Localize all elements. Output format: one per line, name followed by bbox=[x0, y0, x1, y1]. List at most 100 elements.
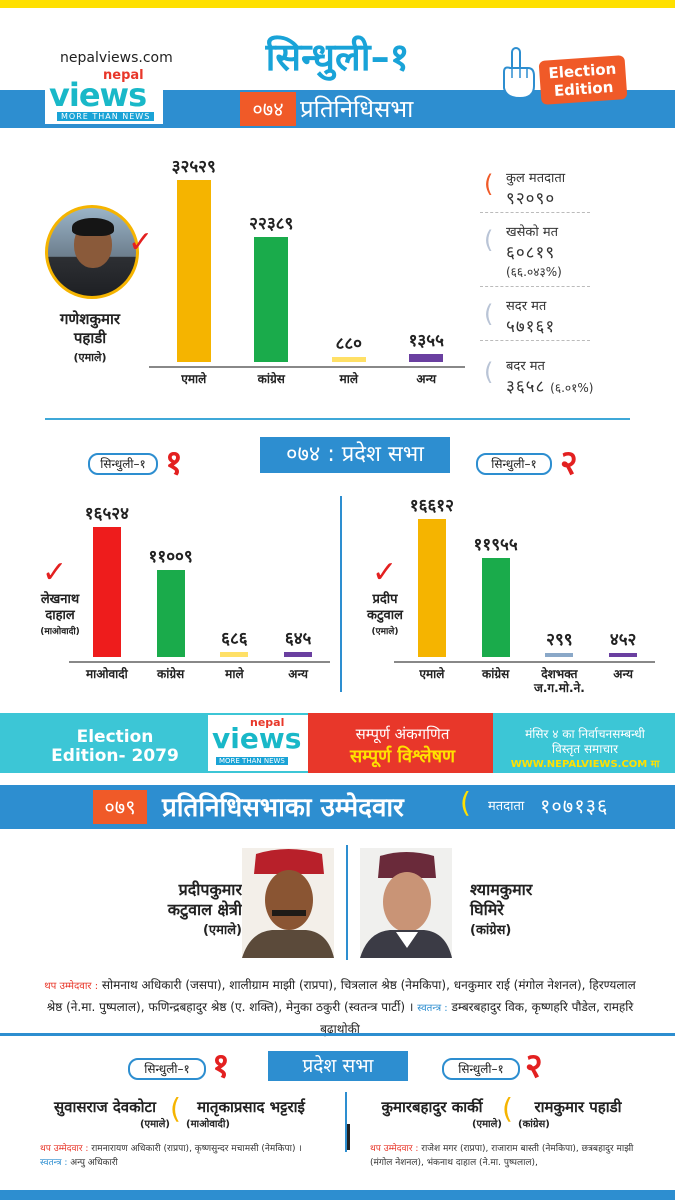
winner-check-icon: ✓ bbox=[42, 555, 68, 590]
chart-value-label: १६५२४ bbox=[84, 504, 129, 524]
province-2074-right-chart: १६६१२ एमाले ११९५५ कांग्रेस २९९ देशभक्त ज.ग.मो… bbox=[394, 495, 655, 705]
chart-value-label: ३२५२९ bbox=[171, 157, 216, 177]
year-badge-2074: ०७४ bbox=[240, 92, 296, 126]
district-pill-left: सिन्धुली–१ bbox=[128, 1058, 206, 1080]
constituency-number-right: २ bbox=[560, 443, 578, 483]
stat-value: ५७१६१ bbox=[506, 317, 556, 337]
stat-sub: (६.०१%) bbox=[550, 381, 594, 395]
banner-news-line2: विस्तृत समाचार bbox=[552, 742, 618, 756]
stat-divider bbox=[480, 340, 590, 341]
page-title: सिन्धुली–१ bbox=[265, 35, 410, 79]
winner-line2: दाहाल bbox=[45, 608, 75, 623]
hor-2074-bar-chart: ३२५२९ एमाले २२३८९ कांग्रेस ८८० माले १३५५ अन्य bbox=[149, 150, 465, 400]
candidate-name: कुमारबहादुर कार्की bbox=[381, 1098, 483, 1116]
chart-value-label: ६८६ bbox=[221, 628, 248, 649]
chart-bar bbox=[176, 180, 211, 362]
chart-bar bbox=[409, 354, 444, 362]
vertical-separator bbox=[340, 496, 342, 692]
stat-bracket-icon-2: ( bbox=[484, 226, 494, 254]
promo-banner[interactable] bbox=[0, 713, 675, 773]
chart-category-label: माले bbox=[339, 372, 358, 386]
chart-value-label: ४५२ bbox=[609, 630, 637, 650]
province-left-winner: लेखनाथ दाहाल (माओवादी) bbox=[20, 592, 100, 637]
prov-left-candidate-2: मातृकाप्रसाद भट्टराई (माओवादी) bbox=[186, 1098, 316, 1130]
chart-category-label: कांग्रेस bbox=[157, 667, 185, 681]
winner-party: (एमाले) bbox=[73, 351, 107, 364]
winner-name-line1: गणेशकुमार bbox=[59, 310, 120, 328]
stat-sub: (६६.०४३%) bbox=[506, 265, 562, 279]
chart-axis-line bbox=[149, 366, 465, 368]
stat-divider bbox=[480, 286, 590, 287]
chart-value-label: २२३८९ bbox=[249, 213, 294, 234]
candidate-name: सुवासराज देवकोटा bbox=[53, 1098, 157, 1116]
others-label: थप उम्मेदवार : bbox=[44, 981, 99, 992]
banner-red-panel bbox=[308, 713, 493, 773]
chart-category-label: अन्य bbox=[613, 667, 633, 681]
other-candidates: थप उम्मेदवार : सोमनाथ अधिकारी (जसपा), शा… bbox=[40, 975, 640, 1039]
avatar-hair bbox=[72, 218, 114, 236]
candidate-right-line1: श्यामकुमार bbox=[470, 880, 533, 899]
others-label: थप उम्मेदवार : bbox=[40, 1144, 89, 1154]
chart-value-label: १६६१२ bbox=[409, 496, 454, 516]
chart-category-label: माले bbox=[225, 667, 244, 681]
candidate-party: (एमाले) bbox=[471, 1119, 502, 1130]
chart-bar bbox=[156, 570, 185, 657]
logo-views-text: views bbox=[49, 76, 147, 114]
stat-votes-cast: खसेको मत ६०८१९ (६६.०४३%) bbox=[506, 222, 636, 280]
logo-tagline: MORE THAN NEWS bbox=[216, 757, 288, 765]
winner-line2: कटुवाल bbox=[367, 608, 403, 623]
chart-category-label: एमाले bbox=[181, 372, 207, 386]
chart-value-label: ८८० bbox=[335, 334, 363, 355]
banner-analysis-line1: सम्पूर्ण अंकगणित bbox=[355, 725, 450, 743]
chart-category-label: एमाले bbox=[419, 667, 445, 681]
winner-line1: प्रदीप bbox=[372, 592, 398, 607]
candidate-right-photo bbox=[360, 848, 452, 958]
logo-nepal-text: nepal bbox=[250, 716, 285, 729]
constituency-number-left: १ bbox=[212, 1046, 230, 1086]
chart-bar bbox=[254, 236, 289, 362]
constituency-number-left: १ bbox=[165, 443, 183, 483]
nepalviews-logo[interactable]: nepal views MORE THAN NEWS bbox=[45, 68, 163, 124]
candidate-party: (माओवादी) bbox=[186, 1119, 230, 1130]
chart-bar bbox=[331, 357, 366, 362]
banner-analysis-line2: सम्पूर्ण विश्लेषण bbox=[349, 746, 456, 767]
chart-category-label: कांग्रेस bbox=[257, 372, 285, 386]
logo-tagline: MORE THAN NEWS bbox=[57, 112, 155, 121]
candidate-party: (एमाले) bbox=[139, 1119, 170, 1130]
bracket-icon: ( bbox=[460, 786, 471, 819]
chart-category-label: देशभक्त ज.ग.मो.ने. bbox=[533, 667, 585, 695]
banner-nepalviews-logo[interactable]: nepal views MORE THAN NEWS bbox=[210, 716, 306, 768]
stat-total-voters: कुल मतदाता ९२०९० bbox=[506, 168, 636, 209]
others-label: थप उम्मेदवार : bbox=[370, 1144, 419, 1154]
banner-news-line1: मंसिर ४ का निर्वाचनसम्बन्धी bbox=[525, 727, 645, 741]
bracket-icon: ( bbox=[170, 1092, 181, 1125]
province-right-winner: प्रदीप कटुवाल (एमाले) bbox=[350, 592, 420, 637]
winner-check-icon: ✓ bbox=[128, 225, 154, 260]
stat-value: ३६५८ bbox=[506, 377, 546, 397]
voters-label: मतदाता bbox=[488, 799, 525, 814]
year-badge-2079: ०७९ bbox=[93, 790, 147, 824]
prov-left-candidate-1: सुवासराज देवकोटा (एमाले) bbox=[40, 1098, 170, 1130]
candidate-left-party: (एमाले) bbox=[202, 923, 242, 938]
chart-bar bbox=[220, 651, 249, 657]
province-divider bbox=[345, 1092, 347, 1152]
chart-bar bbox=[609, 653, 638, 657]
stat-valid-votes: सदर मत ५७१६१ bbox=[506, 296, 636, 337]
winner-photo-ganesh bbox=[45, 205, 139, 299]
site-url[interactable]: nepalviews.com bbox=[60, 50, 173, 66]
prov-right-candidate-1: कुमारबहादुर कार्की (एमाले) bbox=[362, 1098, 502, 1130]
banner-news-text: मंसिर ४ का निर्वाचनसम्बन्धी विस्तृत समाच… bbox=[500, 727, 670, 757]
prov-right-candidate-2: रामकुमार पहाडी (कांग्रेस) bbox=[518, 1098, 638, 1130]
province-2074-left-chart: १६५२४ माओवादी ११००९ कांग्रेस ६८६ माले ६४५ अन्य bbox=[69, 495, 330, 695]
chart-category-label: अन्य bbox=[288, 667, 308, 681]
chart-value-label: १३५५ bbox=[408, 331, 444, 352]
candidate-left-photo bbox=[242, 848, 334, 958]
winner-name-block: गणेशकुमार पहाडी (एमाले) bbox=[35, 310, 145, 367]
chart-bar bbox=[481, 557, 510, 657]
banner-url-link[interactable]: WWW.NEPALVIEWS.COM मा bbox=[510, 759, 660, 770]
voters-value: १०७१३६ bbox=[540, 794, 609, 818]
chart-bar bbox=[545, 653, 574, 657]
chart-value-label: ११००९ bbox=[148, 547, 193, 568]
others-text: सोमनाथ अधिकारी (जसपा), शालीग्राम माझी (र… bbox=[46, 978, 636, 1014]
candidate-right-line2: घिमिरे bbox=[470, 900, 504, 919]
